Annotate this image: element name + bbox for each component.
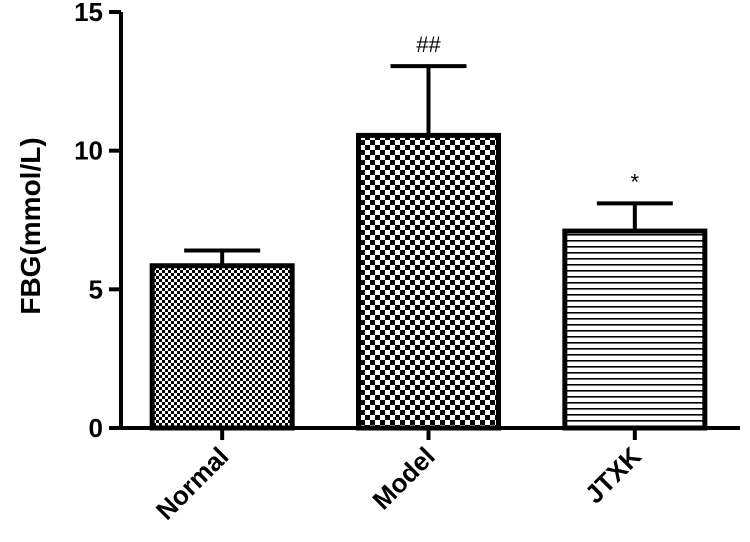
bars: ## *	[149, 32, 708, 431]
significance-mark-model: ##	[416, 32, 441, 57]
y-axis-title: FBG(mmol/L)	[15, 137, 46, 314]
x-tick-label-model: Model	[366, 441, 440, 515]
x-tick-label-jtxk: JTXK	[579, 441, 647, 509]
bar-normal	[149, 263, 295, 431]
x-tick-label-normal: Normal	[150, 441, 235, 526]
significance-mark-jtxk: *	[631, 169, 640, 194]
bar-jtxk	[562, 228, 708, 431]
y-ticks: 0 5 10 15	[74, 0, 121, 443]
bar-model	[356, 132, 501, 431]
y-tick-label: 10	[74, 136, 103, 166]
y-tick-label: 15	[74, 0, 103, 27]
y-tick-label: 0	[89, 413, 103, 443]
y-tick-label: 5	[89, 274, 103, 304]
category-labels: Normal Model JTXK	[150, 441, 647, 526]
